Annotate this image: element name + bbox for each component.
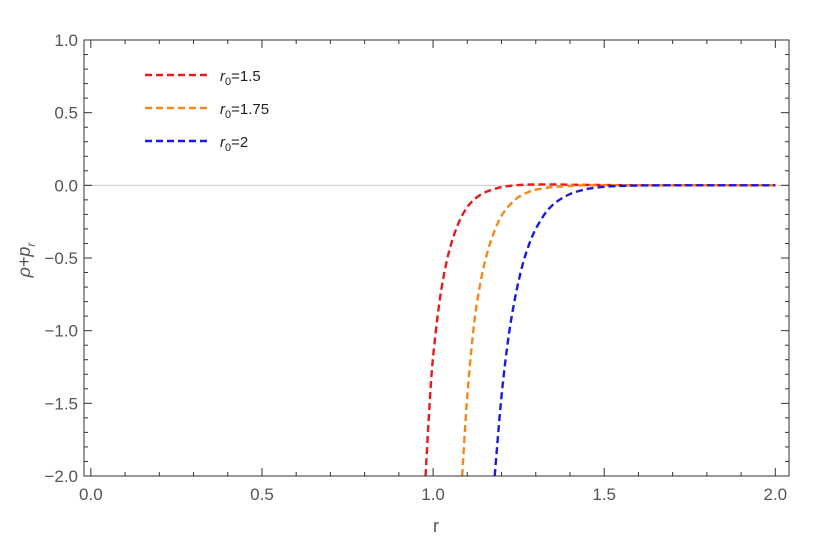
y-axis-title-main: ρ+p <box>14 247 34 279</box>
x-tick-label: 0.5 <box>250 485 274 504</box>
series-line-0 <box>424 183 776 477</box>
y-tick-label: −2.0 <box>44 467 78 486</box>
legend-label: r0=1.5 <box>220 68 261 88</box>
y-tick-label: −0.5 <box>44 249 78 268</box>
y-axis-title: ρ+pr <box>14 242 38 279</box>
x-tick-label: 1.5 <box>592 485 616 504</box>
legend: r0=1.5 r0=1.75 r0=2 <box>145 68 269 154</box>
x-tick-label: 2.0 <box>763 485 787 504</box>
y-tick-label: 1.0 <box>54 31 78 50</box>
y-tick-label: −1.5 <box>44 394 78 413</box>
series-line-2 <box>493 184 776 477</box>
series-line-1 <box>460 184 776 477</box>
legend-label: r0=1.75 <box>220 101 269 121</box>
plot-frame <box>83 39 790 477</box>
x-axis-title: r <box>433 516 439 536</box>
y-tick-label: 0.0 <box>54 176 78 195</box>
x-tick-label: 0.0 <box>79 485 103 504</box>
legend-label: r0=2 <box>220 134 248 154</box>
y-axis-title-sub: r <box>24 242 38 247</box>
x-tick-label: 1.0 <box>421 485 445 504</box>
y-tick-label: −1.0 <box>44 322 78 341</box>
y-tick-label: 0.5 <box>54 104 78 123</box>
